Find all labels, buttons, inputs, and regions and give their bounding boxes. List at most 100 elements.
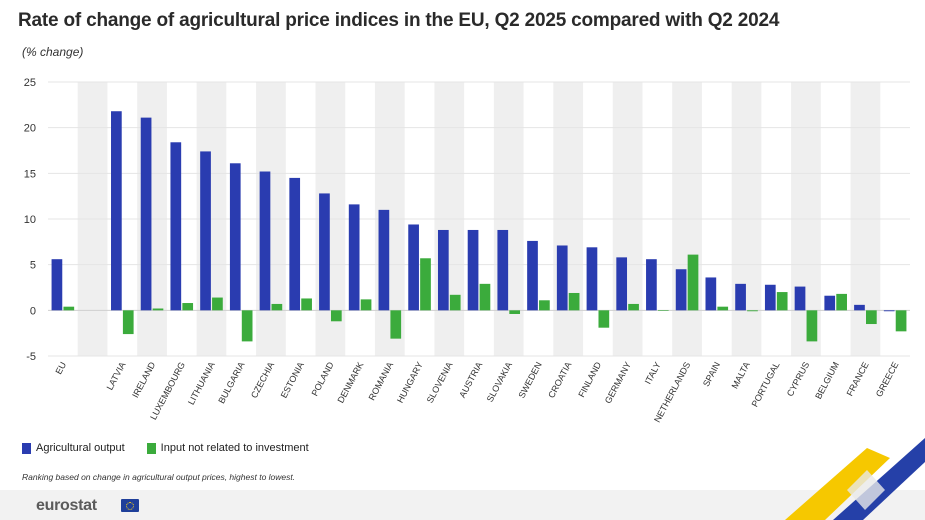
output-bar-portugal <box>764 284 776 311</box>
bars <box>51 111 907 342</box>
y-tick-label: 20 <box>24 123 36 135</box>
input-bar-poland <box>330 310 342 322</box>
output-bar-austria <box>467 229 479 311</box>
output-bar-eu <box>51 259 63 311</box>
input-bar-greece <box>895 310 907 332</box>
x-tick-label-belgium: BELGIUM <box>813 360 841 400</box>
output-bar-netherlands <box>675 269 687 311</box>
input-bar-germany <box>628 303 639 311</box>
output-bar-italy <box>646 259 657 311</box>
input-bar-croatia <box>568 292 580 311</box>
output-bar-france <box>854 304 865 311</box>
input-bar-romania <box>390 310 402 339</box>
y-tick-label: 25 <box>24 77 36 89</box>
legend-label-input: Input not related to investment <box>160 442 309 454</box>
x-tick-label-croatia: CROATIA <box>546 360 573 399</box>
footer-bar <box>0 490 925 520</box>
x-tick-label-sweden: SWEDEN <box>516 360 543 400</box>
x-tick-label-cyprus: CYPRUS <box>785 360 811 398</box>
output-bar-estonia <box>289 177 301 311</box>
output-bar-bulgaria <box>229 163 241 311</box>
x-tick-label-austria: AUSTRIA <box>457 360 484 399</box>
input-bar-netherlands <box>687 254 699 311</box>
x-tick-label-germany: GERMANY <box>603 360 633 405</box>
output-bar-cyprus <box>794 286 806 311</box>
x-tick-label-eu: EU <box>53 360 68 376</box>
chart-title: Rate of change of agricultural price ind… <box>18 10 780 31</box>
legend: Agricultural output Input not related to… <box>22 442 309 454</box>
y-tick-label: 10 <box>24 214 36 226</box>
output-bar-romania <box>378 209 390 311</box>
output-bar-czechia <box>259 171 271 311</box>
x-tick-label-italy: ITALY <box>643 360 663 386</box>
output-bar-spain <box>705 277 717 311</box>
x-tick-label-bulgaria: BULGARIA <box>216 360 246 405</box>
input-bar-cyprus <box>806 310 818 342</box>
eu-flag-icon <box>121 499 139 512</box>
output-bar-luxembourg <box>170 142 182 311</box>
output-bar-denmark <box>348 204 360 311</box>
input-bar-slovenia <box>449 294 461 311</box>
input-bar-malta <box>747 310 758 312</box>
input-bar-denmark <box>360 299 372 311</box>
output-bar-latvia <box>111 111 122 311</box>
input-bar-belgium <box>836 293 847 311</box>
input-bar-latvia <box>122 310 134 335</box>
input-bar-estonia <box>301 298 312 311</box>
output-bar-lithuania <box>200 151 211 311</box>
output-bar-poland <box>319 193 330 311</box>
legend-label-output: Agricultural output <box>36 442 125 454</box>
grey-stripe <box>847 470 885 510</box>
y-tick-label: 0 <box>30 305 36 317</box>
legend-swatch-input <box>146 442 156 454</box>
x-tick-label-finland: FINLAND <box>576 360 603 399</box>
x-tick-label-france: FRANCE <box>845 360 871 397</box>
x-tick-label-lithuania: LITHUANIA <box>186 360 217 406</box>
x-tick-label-romania: ROMANIA <box>367 360 396 402</box>
input-bar-luxembourg <box>182 303 194 311</box>
corner-decoration <box>785 438 925 520</box>
output-bar-croatia <box>556 245 568 311</box>
output-bar-slovenia <box>437 229 449 311</box>
y-tick-label: -5 <box>26 351 36 363</box>
x-tick-label-latvia: LATVIA <box>105 360 128 392</box>
legend-swatch-output <box>22 442 31 454</box>
x-tick-label-hungary: HUNGARY <box>395 360 425 404</box>
x-tick-label-estonia: ESTONIA <box>279 360 306 399</box>
yellow-stripe <box>785 448 890 520</box>
input-bar-hungary <box>420 258 431 311</box>
x-tick-label-spain: SPAIN <box>701 360 722 388</box>
output-bar-ireland <box>140 117 152 311</box>
y-tick-label: 5 <box>30 260 36 272</box>
x-tick-label-czechia: CZECHIA <box>249 360 276 400</box>
output-bar-germany <box>616 257 628 311</box>
input-bar-slovakia <box>509 310 521 314</box>
output-bar-malta <box>735 283 746 311</box>
input-bar-lithuania <box>212 297 223 311</box>
output-bar-greece <box>883 310 895 312</box>
x-tick-label-slovenia: SLOVENIA <box>425 360 455 404</box>
x-tick-label-poland: POLAND <box>310 360 336 398</box>
input-bar-france <box>866 310 877 325</box>
output-bar-belgium <box>824 295 836 311</box>
input-bar-spain <box>717 306 729 311</box>
input-bar-portugal <box>776 292 788 311</box>
output-bar-sweden <box>527 240 538 311</box>
output-bar-finland <box>586 247 598 311</box>
input-bar-finland <box>598 310 610 328</box>
input-bar-sweden <box>539 300 550 311</box>
output-bar-slovakia <box>497 229 509 311</box>
output-bar-hungary <box>408 224 419 311</box>
x-tick-label-denmark: DENMARK <box>335 360 365 404</box>
eurostat-logo: eurostat <box>36 497 97 514</box>
input-bar-ireland <box>152 308 164 311</box>
ranking-note: Ranking based on change in agricultural … <box>22 472 296 482</box>
legend-item-output: Agricultural output <box>22 442 125 454</box>
x-tick-label-malta: MALTA <box>730 360 752 390</box>
x-tick-label-portugal: PORTUGAL <box>750 360 782 408</box>
x-tick-label-slovakia: SLOVAKIA <box>485 360 514 403</box>
input-bar-eu <box>63 306 75 311</box>
input-bar-austria <box>479 283 491 311</box>
